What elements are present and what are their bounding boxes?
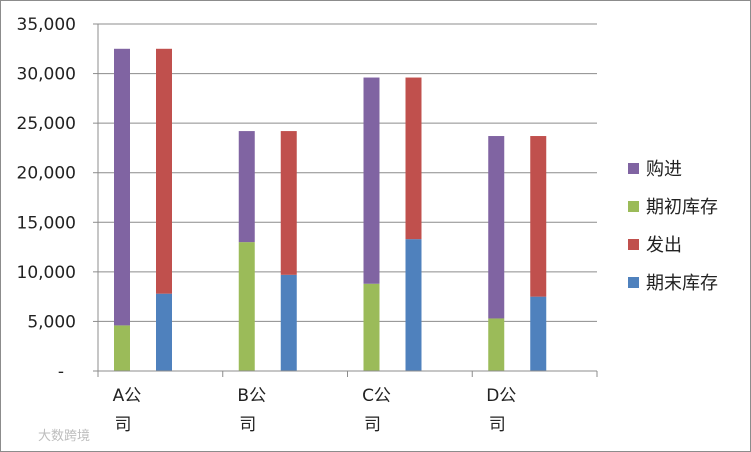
y-tick-label: 5,000 bbox=[27, 312, 76, 332]
y-tick-label: 25,000 bbox=[17, 114, 76, 134]
bars bbox=[114, 48, 547, 371]
bar-segment bbox=[363, 283, 380, 371]
x-tick-label: A公 bbox=[113, 386, 142, 406]
legend-label: 期初库存 bbox=[646, 197, 718, 218]
x-tick-label: C公 bbox=[362, 386, 391, 406]
bar-segment bbox=[280, 131, 297, 275]
x-tick-label-line2: 司 bbox=[239, 415, 256, 435]
bar-segment bbox=[488, 136, 505, 319]
axes bbox=[97, 24, 597, 372]
x-tick-label-line2: 司 bbox=[364, 415, 381, 435]
y-tick-label: 30,000 bbox=[17, 65, 76, 85]
bar-segment bbox=[488, 318, 505, 371]
bar-segment bbox=[405, 77, 422, 240]
watermark-text: 大数跨境 bbox=[38, 429, 90, 444]
legend-label: 期末库存 bbox=[646, 273, 718, 294]
x-tick-label-line2: 司 bbox=[489, 415, 506, 435]
bar-segment bbox=[238, 242, 255, 371]
bar-segment bbox=[405, 239, 422, 371]
y-axis-ticks: - 5,000 10,000 15,000 20,000 25,000 30,000 35,0… bbox=[17, 15, 98, 382]
y-tick-label: 15,000 bbox=[17, 213, 76, 233]
bar-segment bbox=[530, 296, 547, 371]
bar-segment bbox=[363, 77, 380, 284]
legend-label: 购进 bbox=[646, 159, 682, 180]
x-tick-label-line2: 司 bbox=[115, 415, 132, 435]
x-tick-label: B公 bbox=[237, 386, 266, 406]
legend-swatch bbox=[628, 277, 639, 288]
gridlines bbox=[98, 23, 597, 322]
y-tick-label: 20,000 bbox=[17, 164, 76, 184]
y-tick-label: 35,000 bbox=[17, 15, 76, 35]
y-tick-label: 10,000 bbox=[17, 263, 76, 283]
bar-segment bbox=[114, 48, 130, 326]
x-axis-ticks: A公司 B公司 C公司 D公司 bbox=[97, 371, 598, 435]
legend-swatch bbox=[628, 239, 639, 250]
y-tick-label: - bbox=[58, 362, 64, 382]
bar-segment bbox=[238, 131, 255, 243]
bar-segment bbox=[156, 293, 172, 371]
legend-label: 发出 bbox=[646, 235, 682, 256]
bar-segment bbox=[530, 136, 547, 297]
watermark: 大数跨境 bbox=[38, 429, 90, 444]
x-tick-label: D公 bbox=[486, 386, 516, 406]
bar-segment bbox=[280, 274, 297, 371]
bar-segment bbox=[156, 48, 172, 294]
legend-swatch bbox=[628, 163, 639, 174]
legend-swatch bbox=[628, 201, 639, 212]
bar-segment bbox=[114, 325, 130, 371]
